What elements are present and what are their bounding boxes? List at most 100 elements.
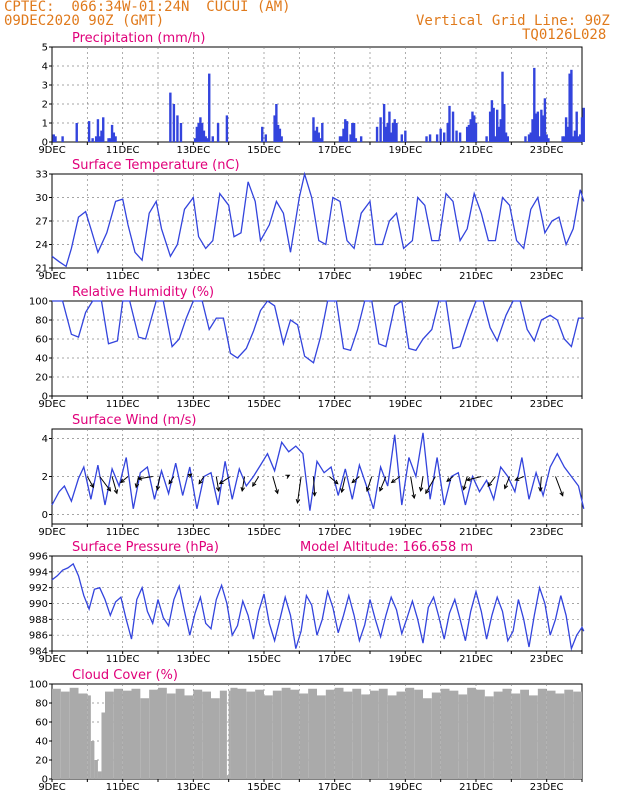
precip-bar	[503, 104, 506, 142]
precip-bar	[496, 109, 499, 142]
precip-bar	[573, 130, 577, 142]
precip-bar	[276, 124, 280, 142]
x-tick-label: 21DEC	[459, 782, 493, 793]
precip-bar	[451, 111, 455, 142]
precip-bar	[455, 130, 458, 142]
precip-bar	[473, 115, 476, 142]
wind-arrowhead	[503, 484, 509, 490]
precip-bar	[349, 134, 352, 142]
header-grid-note: Vertical Grid Line: 90Z	[416, 13, 610, 29]
y-tick-label: 21	[35, 264, 48, 275]
cloud-bar	[440, 688, 450, 779]
y-tick-label: 0	[42, 392, 48, 403]
wind-vector	[555, 476, 564, 496]
x-tick-label: 17DEC	[318, 654, 352, 665]
precip-bar	[540, 109, 543, 142]
panel-3: 0 20 40 60 80 100 9DEC 11DEC 13DEC 15DEC 17DEC 19DE…	[29, 285, 584, 410]
precip-bar	[501, 71, 504, 142]
y-tick-label: 20	[35, 756, 48, 767]
y-tick-label: 4	[42, 434, 48, 445]
x-tick-label: 21DEC	[459, 654, 493, 665]
precip-bar	[458, 132, 462, 142]
y-tick-label: 990	[29, 599, 48, 610]
wind-arrowhead	[168, 479, 173, 485]
wind-vector	[241, 476, 246, 491]
panel-2: 21 24 27 30 33 9DEC 11DEC 13DEC 15DEC 17DEC 19DEC 2…	[35, 158, 585, 282]
precip-bar	[107, 138, 110, 142]
precip-bar	[261, 126, 264, 142]
wind-vector	[515, 476, 524, 481]
cloud-bar	[484, 696, 494, 779]
cloud-bar	[131, 688, 141, 779]
y-tick-label: 984	[29, 647, 48, 658]
precip-bar	[533, 67, 536, 142]
precip-bar	[114, 136, 117, 142]
wind-vector	[168, 476, 175, 484]
cloud-bar	[370, 690, 379, 779]
precip-bar	[359, 136, 363, 142]
cloud-bar	[193, 689, 203, 779]
x-tick-label: 19DEC	[388, 527, 422, 538]
panel-title: Cloud Cover (%)	[72, 668, 178, 683]
precip-bar	[319, 138, 322, 142]
panel-annotation: Model Altitude: 166.658 m	[300, 540, 473, 555]
x-tick-label: 23DEC	[530, 145, 564, 156]
x-tick-label: 19DEC	[388, 271, 422, 282]
cloud-bar	[308, 688, 317, 779]
precip-bar	[545, 134, 548, 142]
cloud-bar	[387, 695, 397, 779]
wind-arrowhead	[559, 491, 564, 497]
cloud-bar	[158, 687, 167, 779]
precip-bar	[91, 138, 94, 142]
y-tick-label: 60	[35, 718, 48, 729]
y-tick-label: 3	[42, 81, 48, 92]
precip-bar	[340, 136, 343, 142]
wind-vector	[219, 476, 231, 485]
cloud-bar	[290, 689, 300, 779]
cloud-bar	[520, 689, 529, 779]
precip-bar	[202, 130, 206, 142]
wind-arrowhead	[218, 479, 224, 485]
cloud-bar	[431, 692, 441, 779]
wind-vector	[463, 476, 468, 490]
precip-bar	[176, 115, 179, 142]
cloud-bar	[226, 775, 229, 779]
wind-arrowhead	[155, 485, 161, 491]
precip-bar	[490, 100, 494, 142]
cloud-bar	[140, 698, 150, 779]
cloud-bar	[113, 688, 123, 779]
precip-bar	[570, 69, 573, 142]
cloud-bar	[334, 687, 344, 779]
precip-bar	[536, 111, 540, 142]
precip-bar	[467, 124, 471, 142]
x-tick-label: 23DEC	[530, 654, 564, 665]
wind-vector	[215, 476, 220, 491]
precip-bar	[524, 136, 527, 142]
x-tick-label: 15DEC	[247, 527, 281, 538]
precip-bar	[388, 111, 391, 142]
precip-bar	[497, 126, 501, 142]
precip-bar	[275, 104, 278, 142]
y-tick-label: 0	[42, 138, 48, 149]
precip-bar	[474, 123, 478, 142]
precip-bar	[352, 123, 356, 142]
wind-arrowhead	[89, 483, 94, 489]
cloud-bar	[511, 693, 521, 779]
x-tick-label: 11DEC	[106, 271, 140, 282]
precip-bar	[314, 130, 317, 142]
precip-bar	[400, 134, 403, 142]
cloud-bar	[211, 698, 220, 779]
x-tick-label: 23DEC	[530, 271, 564, 282]
precip-bar	[197, 123, 200, 142]
plot-frame	[51, 300, 583, 397]
cloud-bar	[502, 688, 512, 779]
y-tick-label: 27	[35, 217, 48, 228]
wind-arrowhead	[215, 486, 221, 492]
cloud-bar	[255, 689, 264, 779]
wind-vector	[86, 476, 94, 488]
precip-bar	[564, 117, 568, 142]
series-line	[51, 562, 585, 652]
y-tick-label: 994	[29, 567, 48, 578]
precip-bar	[193, 138, 197, 142]
precip-bar	[344, 119, 347, 142]
